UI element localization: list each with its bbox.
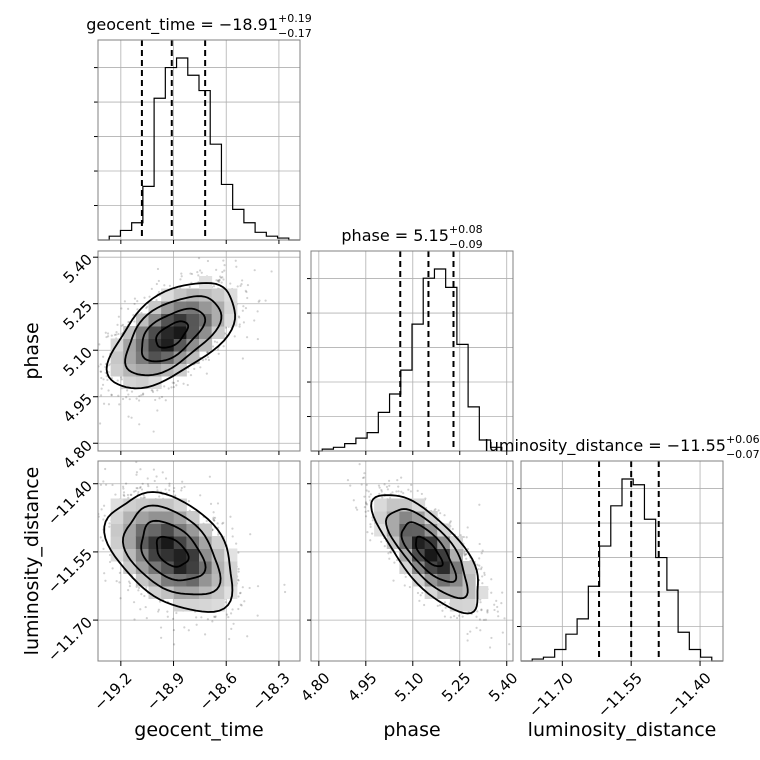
grid-lines (98, 40, 300, 240)
contour-line (105, 282, 237, 390)
grid-lines (521, 461, 723, 661)
x-tick-label: −18.3 (248, 669, 293, 714)
x-tick-label: 5.40 (485, 669, 521, 705)
panel-title-minus: −0.09 (449, 238, 483, 251)
y-tick-label: 4.80 (60, 437, 96, 473)
y-tick-label: 5.10 (60, 344, 96, 380)
contour-line (400, 521, 458, 583)
x-tick-label: −18.9 (143, 669, 188, 714)
y-axis-label: luminosity_distance (21, 467, 43, 656)
x-axis-label: luminosity_distance (528, 719, 717, 741)
contour-line (370, 494, 479, 615)
contour-line (121, 504, 222, 596)
pair-panel-content (98, 461, 287, 646)
contour-line (140, 519, 207, 582)
contour-line (141, 307, 207, 363)
x-tick-label: −11.55 (594, 669, 646, 721)
x-tick-label: −11.70 (525, 669, 577, 721)
x-tick-label: −19.2 (90, 669, 135, 714)
contour-line (155, 320, 190, 349)
pair-panel-content (98, 257, 273, 433)
histogram-luminosity_distance (521, 478, 723, 662)
x-tick-label: 5.10 (391, 669, 427, 705)
panel-title: luminosity_distance = −11.55+0.06 (484, 433, 759, 456)
y-tick-label: 5.40 (60, 250, 96, 286)
y-tick-label: −11.70 (44, 613, 96, 665)
x-tick-label: 4.95 (344, 669, 380, 705)
histogram-geocent_time (98, 57, 300, 241)
x-tick-label: −18.6 (196, 669, 241, 714)
pair-panel-content (346, 461, 511, 649)
panel-title-minus: −0.17 (278, 27, 312, 40)
contour-line (384, 508, 469, 600)
density-cells (374, 498, 489, 612)
grid-lines (311, 251, 513, 451)
density-cells (110, 276, 238, 389)
x-tick-label: 5.25 (438, 669, 474, 705)
contour-line (103, 491, 234, 613)
x-tick-label: −11.40 (663, 669, 715, 721)
hist-panel-luminosity_distance (520, 460, 724, 662)
contour-line (155, 535, 190, 568)
hist-panel-geocent_time (97, 39, 301, 241)
histogram-phase (311, 268, 513, 452)
y-tick-label: −11.55 (44, 545, 96, 597)
x-axis-label: phase (383, 719, 440, 741)
pair-panel-geocent_time-phase (97, 250, 301, 452)
y-tick-label: −11.40 (44, 477, 96, 529)
y-tick-label: 5.25 (60, 297, 96, 333)
panel-title-minus: −0.07 (726, 448, 760, 461)
y-axis-label: phase (21, 322, 43, 379)
pair-panel-phase-luminosity_distance (310, 460, 514, 662)
panel-title: phase = 5.15+0.08 (341, 223, 482, 245)
pair-panel-geocent_time-luminosity_distance (97, 460, 301, 662)
contour-line (124, 295, 223, 377)
x-axis-label: geocent_time (134, 719, 263, 741)
hist-panel-phase (310, 250, 514, 452)
x-tick-label: 4.80 (297, 669, 333, 705)
density-cells (110, 498, 238, 612)
contour-line (415, 535, 444, 568)
panel-title: geocent_time = −18.91+0.19 (86, 12, 312, 35)
y-tick-label: 4.95 (60, 390, 96, 426)
